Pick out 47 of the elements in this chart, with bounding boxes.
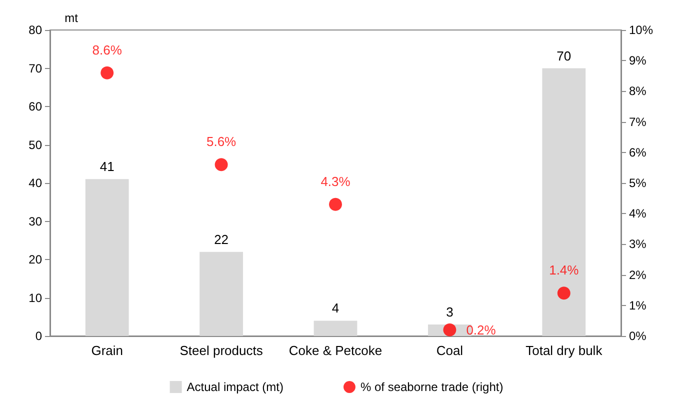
x-tick-label: Total dry bulk	[526, 343, 603, 358]
y2-tick-label: 4%	[629, 206, 647, 221]
y2-tick-label: 0%	[629, 329, 647, 343]
bar	[85, 179, 129, 336]
y-tick-label: 30	[28, 214, 42, 228]
x-tick-label: Grain	[91, 343, 123, 358]
data-label: 4	[332, 300, 340, 316]
y2-tick-label: 7%	[629, 114, 647, 129]
bar	[314, 320, 358, 336]
data-label: 3	[446, 304, 454, 320]
y2-tick-label: 9%	[629, 54, 647, 68]
data-label: 22	[214, 232, 229, 247]
y-tick-label: 80	[28, 23, 42, 37]
y-tick-label: 0	[35, 329, 42, 343]
point	[329, 198, 342, 211]
y-tick-label: 10	[28, 290, 42, 305]
bar	[200, 252, 243, 336]
x-tick-label: Coke & Petcoke	[288, 343, 382, 358]
y2-tick-label: 10%	[629, 23, 654, 37]
legend-label: Actual impact (mt)	[186, 380, 284, 394]
y-tick-label: 20	[28, 252, 42, 266]
y2-tick-label: 3%	[629, 237, 647, 252]
bar	[542, 68, 586, 336]
data-label: 0.2%	[466, 322, 496, 338]
legend-label: % of seaborne trade (right)	[360, 380, 504, 394]
y2-tick-label: 5%	[629, 176, 647, 190]
y2-tick-label: 2%	[629, 268, 647, 282]
point	[443, 323, 456, 336]
point	[557, 286, 570, 300]
y-tick-label: 60	[28, 100, 42, 114]
data-label: 1.4%	[549, 262, 580, 278]
data-label: 8.6%	[92, 42, 122, 58]
y-tick-label: 40	[28, 176, 42, 190]
data-label: 70	[556, 48, 572, 64]
data-label: 5.6%	[206, 134, 237, 150]
y2-tick-label: 1%	[629, 298, 647, 312]
point	[100, 66, 114, 80]
y-tick-label: 70	[28, 61, 42, 76]
y2-tick-label: 6%	[629, 145, 647, 160]
data-label: 4.3%	[320, 174, 351, 189]
y2-tick-label: 8%	[629, 84, 647, 98]
y-axis-title: mt	[64, 11, 79, 25]
data-label: 41	[100, 159, 114, 174]
x-tick-label: Steel products	[180, 343, 264, 358]
point	[214, 158, 228, 172]
y-tick-label: 50	[28, 138, 42, 152]
x-tick-label: Coal	[436, 343, 464, 358]
